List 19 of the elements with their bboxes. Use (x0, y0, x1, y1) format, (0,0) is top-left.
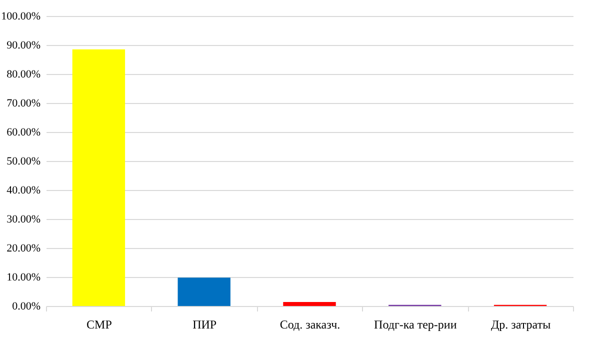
x-tick-label: Др. затраты (490, 318, 551, 332)
y-tick-label: 30.00% (6, 214, 40, 226)
bar (178, 278, 230, 306)
y-tick-label: 80.00% (6, 68, 40, 80)
bar (283, 302, 336, 306)
x-tick-label: Сод. заказч. (280, 318, 340, 332)
bar (72, 49, 126, 306)
y-tick-label: 60.00% (6, 126, 40, 138)
y-tick-label: 20.00% (6, 242, 40, 254)
x-tick-label: Подг-ка тер-рии (374, 318, 458, 332)
y-tick-label: 0.00% (12, 300, 40, 312)
y-tick-label: 90.00% (6, 40, 40, 52)
y-tick-label: 100.00% (1, 10, 40, 22)
y-tick-label: 40.00% (6, 184, 40, 196)
y-tick-label: 10.00% (6, 272, 40, 284)
x-tick-label: СМР (86, 318, 112, 332)
y-tick-label: 50.00% (6, 156, 40, 168)
y-tick-label: 70.00% (6, 98, 40, 110)
x-tick-label: ПИР (192, 318, 217, 332)
